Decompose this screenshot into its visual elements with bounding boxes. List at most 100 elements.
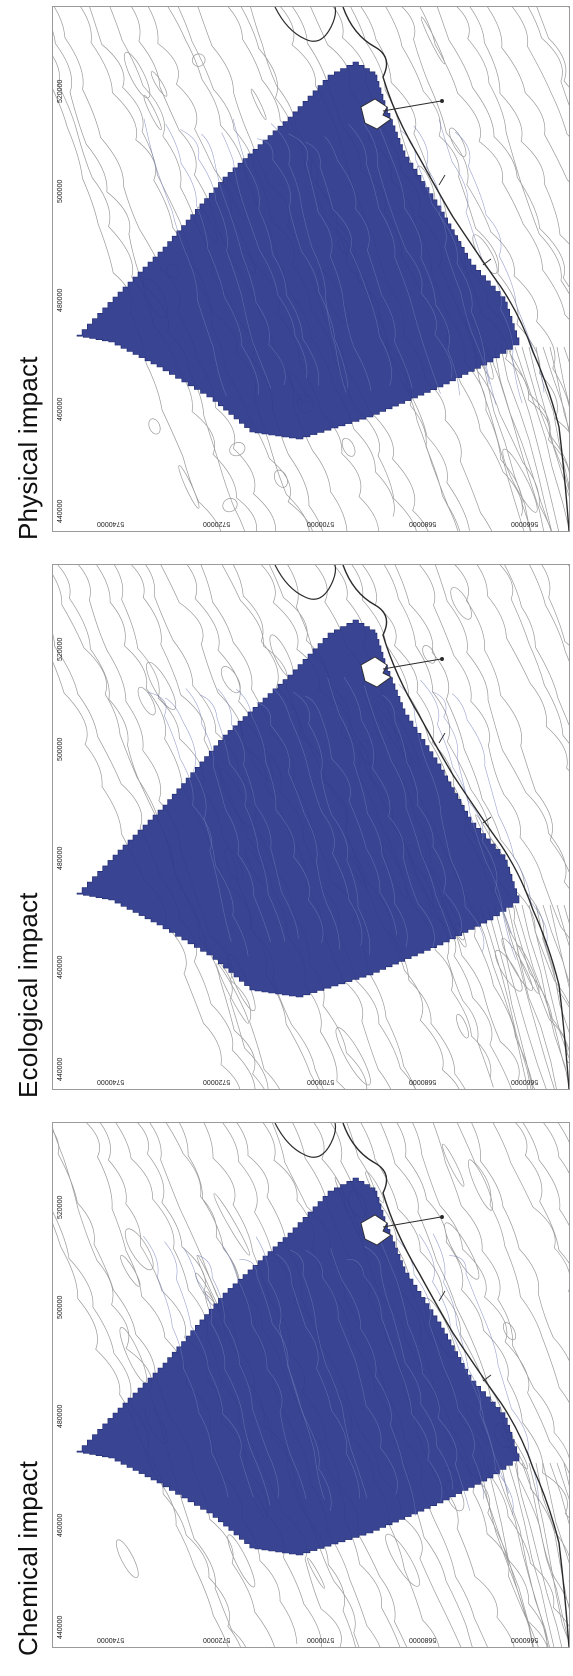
panel-title-container: Physical impact <box>0 0 48 540</box>
contour-line <box>454 565 569 873</box>
coastal-contour <box>507 904 557 1089</box>
contour-line <box>469 7 569 245</box>
x-tick-label: 5680000 <box>409 520 437 527</box>
pier <box>382 1216 442 1228</box>
sand-bank-contour <box>115 1539 139 1578</box>
y-tick-label: 500000 <box>57 737 64 761</box>
pier-end <box>440 99 444 103</box>
contour-line <box>449 1255 539 1502</box>
coastal-contour <box>493 1462 549 1647</box>
map-frame: 440000 460000 480000 500000 520000 57400… <box>52 1122 570 1648</box>
contour-line <box>431 691 512 934</box>
contour-line <box>143 118 227 397</box>
sand-bank-contour <box>124 1228 154 1271</box>
sand-bank-contour <box>191 53 206 67</box>
harbour <box>360 1214 492 1382</box>
coastal-contour <box>472 904 529 1089</box>
coastline <box>342 7 569 531</box>
contour-line <box>557 1123 569 1143</box>
sand-bank-contour <box>250 88 267 121</box>
contour-line <box>394 565 569 1008</box>
coastal-contour <box>542 1462 569 1564</box>
contour-line <box>199 694 286 942</box>
coastal-contour <box>521 1462 569 1644</box>
sand-bank-contour <box>146 661 177 710</box>
contour-line <box>201 133 286 386</box>
contour-line <box>536 7 569 88</box>
contour-line <box>347 1259 443 1502</box>
panel-title-container: Ecological impact <box>0 558 48 1098</box>
map-canvas <box>53 1123 569 1647</box>
coastal-contour <box>542 346 569 434</box>
contour-line <box>476 565 569 772</box>
contour-line <box>143 1235 229 1498</box>
contour-line <box>364 1246 453 1490</box>
map-canvas <box>53 565 569 1089</box>
sand-bank-contour <box>307 1557 325 1589</box>
y-tick-label: 500000 <box>57 1295 64 1319</box>
harbour <box>360 656 492 824</box>
contour-line <box>432 1233 509 1494</box>
contour-line <box>434 565 569 889</box>
contour-line <box>256 702 340 950</box>
coastal-contour <box>472 1462 539 1647</box>
contour-line <box>53 56 258 531</box>
x-tick-label: 5720000 <box>203 520 231 527</box>
contour-line <box>288 133 372 391</box>
contour-line <box>290 1249 368 1499</box>
contour-line <box>270 123 347 393</box>
sand-bank-contour <box>137 686 156 716</box>
sand-bank-contour <box>227 1534 256 1588</box>
x-tick-label: 5740000 <box>97 1636 125 1643</box>
y-tick-label: 460000 <box>57 397 64 421</box>
contour-line <box>376 121 460 396</box>
contour-line <box>183 1247 271 1506</box>
coastal-contour <box>486 1462 534 1647</box>
contour-line <box>343 676 435 948</box>
coastal-contour <box>493 346 545 531</box>
coastline-inlet <box>274 1123 337 1158</box>
coastline-inlet <box>274 565 337 600</box>
sand-bank-contour <box>385 1533 420 1587</box>
contour-line <box>164 1241 254 1498</box>
y-tick-label: 520000 <box>57 1195 64 1219</box>
sand-bank-contour <box>222 498 238 513</box>
coastal-contour <box>479 346 531 531</box>
contour-line <box>437 7 569 288</box>
x-tick-label: 5660000 <box>511 520 539 527</box>
coastal-contour <box>556 904 569 947</box>
coastal-contour <box>549 346 569 430</box>
coastal-contour <box>500 346 552 531</box>
contour-line <box>487 7 569 183</box>
sand-bank-contour <box>178 465 200 509</box>
coastal-contour <box>507 1462 555 1647</box>
x-tick-label: 5680000 <box>409 1636 437 1643</box>
outlet <box>438 174 446 186</box>
contour-line <box>239 1259 325 1500</box>
y-tick-label: 440000 <box>57 1057 64 1081</box>
pier <box>382 658 442 670</box>
coastal-contour <box>528 904 569 1059</box>
panel-title: Physical impact <box>13 356 43 540</box>
x-tick-label: 5680000 <box>409 1078 437 1085</box>
x-tick-label: 5740000 <box>97 520 125 527</box>
sand-bank-contour <box>420 16 446 65</box>
contour-line <box>382 694 462 934</box>
outlet <box>438 1290 446 1302</box>
sand-bank-contour <box>450 587 472 620</box>
outlet <box>438 732 446 744</box>
contour-line <box>413 125 497 405</box>
pier-end <box>440 657 444 661</box>
contour-line <box>541 565 569 646</box>
sand-bank-contour <box>150 71 168 97</box>
harbour-outline <box>360 98 392 130</box>
sand-bank-contour <box>442 1143 465 1187</box>
contour-line <box>522 1123 569 1226</box>
contour-line <box>147 691 232 942</box>
contour-line <box>419 7 569 320</box>
y-tick-label: 520000 <box>57 79 64 103</box>
contour-line <box>276 1253 360 1499</box>
zone-contour-overlay <box>143 1233 539 1516</box>
coastal-contour <box>507 346 559 531</box>
contour-line <box>305 696 397 936</box>
